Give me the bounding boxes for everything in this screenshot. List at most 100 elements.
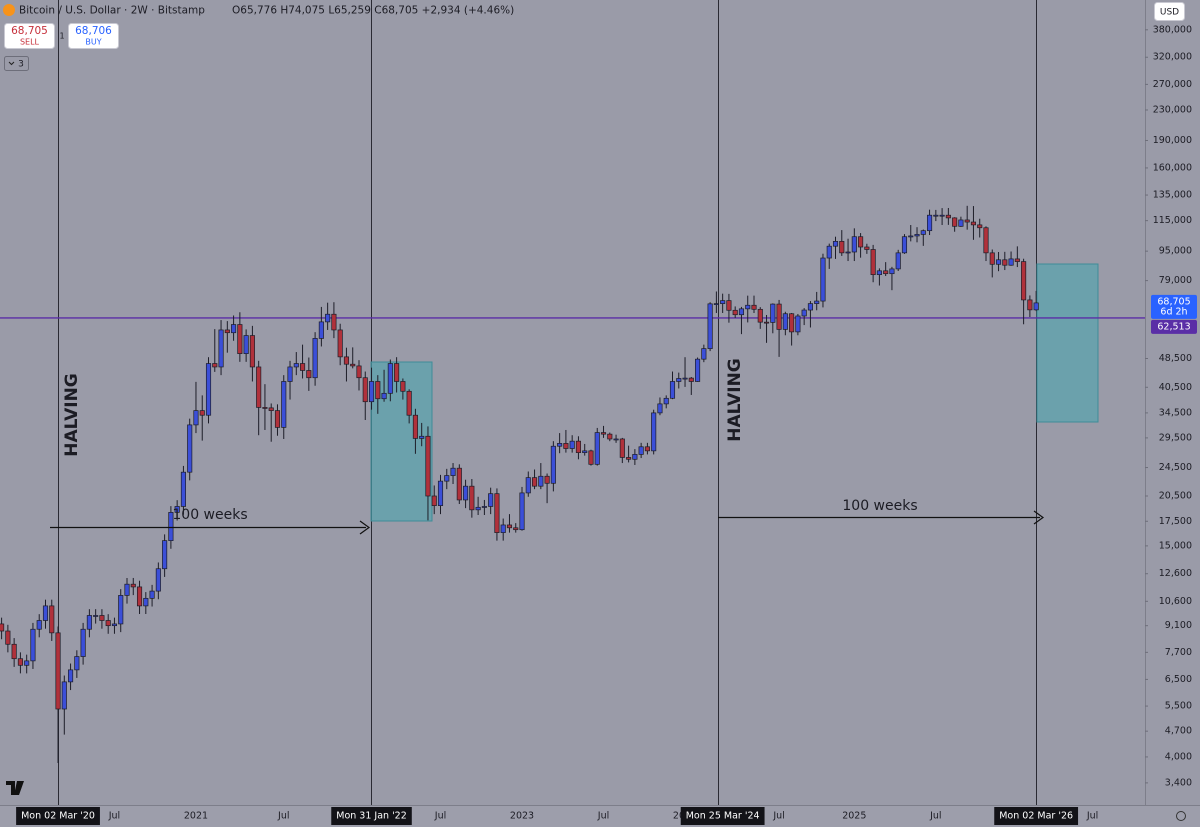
indicator-count: 3 [18,60,24,70]
candle-body [983,227,989,254]
sell-button[interactable] [4,23,55,49]
candle-body [920,230,926,235]
x-tick-label: Jul [1086,811,1098,822]
candle-body [287,366,293,382]
candle-body [212,363,218,368]
candle-body [187,424,193,473]
candle-body [682,377,688,380]
settings-icon[interactable] [1176,811,1186,821]
candle-body [80,628,86,657]
candle-body [695,358,701,382]
candle-body [832,241,839,247]
candle-body [456,467,462,501]
candle-body [745,304,751,310]
candle-body [444,475,450,482]
candle-body [782,313,788,330]
x-tick-label: Mon 31 Jan '22 [336,811,407,822]
candle-body [927,214,933,232]
candle-body [638,446,644,455]
y-tick-label: 6,500 [1165,674,1192,685]
candle-body [494,493,500,533]
candle-body [594,432,600,465]
candle-body [488,493,494,507]
candle-body [42,605,49,621]
x-tick-label: Jul [597,811,609,822]
candle-body [99,615,105,621]
candle-body [500,524,506,533]
candle-body [86,615,92,630]
candle-body [525,477,531,494]
x-tick-label: 2025 [842,811,866,822]
candle-body [149,590,155,599]
candle-body [826,245,832,259]
candle-body [199,410,205,416]
candle-body [419,435,425,439]
candle-body [1033,302,1039,311]
candle-body [519,492,525,531]
x-tick-label: Mon 25 Mar '24 [686,811,760,822]
candle-body [387,363,393,394]
candle-body [958,219,964,227]
x-tick-highlight [331,807,412,825]
candle-body [619,438,625,458]
candle-body [757,308,763,323]
chevron [8,61,15,66]
candle-body [807,303,813,311]
logo[interactable] [6,781,24,795]
candle-body [180,471,186,507]
x-tick-highlight [994,807,1079,825]
x-tick-label: Jul [772,811,784,822]
candle-body [544,475,550,484]
hline-price-box [1151,319,1197,334]
candle-body [901,236,908,254]
candle-body [93,615,99,617]
candle-body [908,235,914,238]
y-tick-label: 115,000 [1153,215,1192,226]
candle-body [61,681,67,710]
candle-body [776,303,782,330]
candle-body [143,597,149,607]
buy-button[interactable] [68,23,119,49]
candle-body [218,329,224,368]
candle-body [437,480,444,506]
candle-body [300,363,306,371]
sell-price: 68,705 [11,25,48,37]
x-tick-label: 2023 [510,811,534,822]
arrow-head [359,520,371,535]
y-tick-label: 190,000 [1153,135,1192,146]
header: Bitcoin / U.S. Dollar · 2W · Bitstamp O6… [3,2,1186,821]
y-tick-label: 12,600 [1159,568,1192,579]
candle-body [1027,299,1033,311]
x-tick-label: Mon 02 Mar '20 [21,811,95,822]
candle-body [569,440,575,449]
y-tick-label: 270,000 [1153,79,1192,90]
indicators-toggle[interactable] [4,56,29,71]
candle-body [274,410,281,428]
coin-icon [3,4,15,16]
candle-body [174,506,180,513]
y-tick-label: 4,000 [1165,751,1192,762]
currency-button[interactable] [1154,2,1185,21]
candle-body [770,303,776,323]
candle-body [814,300,820,304]
candle-body [231,324,237,334]
candle-body [74,656,80,671]
candle-body [312,338,318,379]
x-tick-label: 2021 [184,811,208,822]
candle-body [450,467,456,476]
spread: 1 [59,32,64,41]
candle-body [412,414,418,439]
candle-body [318,321,324,339]
candle-body [763,321,770,324]
candle-body [876,270,882,276]
candle-body [600,432,607,435]
candle-body [306,370,312,379]
candle-body [36,620,42,630]
y-tick-label: 79,000 [1159,275,1192,286]
candle-body [394,363,400,382]
y-tick-label: 17,500 [1159,516,1192,527]
candle-body [469,485,475,511]
y-tick-label: 4,700 [1165,726,1192,737]
candle-body [989,252,995,265]
candle-body [720,300,726,304]
